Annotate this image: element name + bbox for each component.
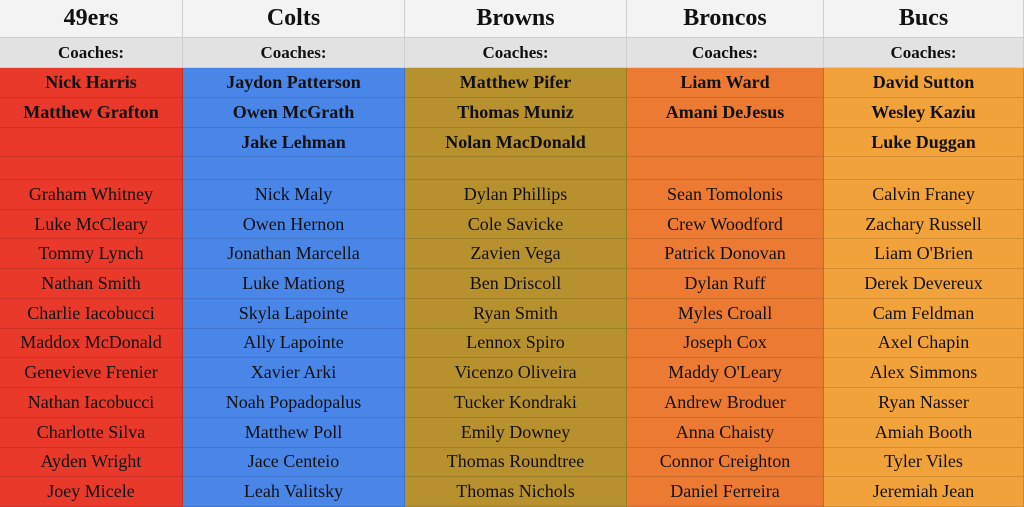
team-header: Broncos xyxy=(627,0,824,38)
player-name: Charlotte Silva xyxy=(0,417,183,448)
player-name: Dylan Phillips xyxy=(405,180,627,210)
player-name: Calvin Franey xyxy=(824,180,1024,210)
coach-name: Nolan MacDonald xyxy=(405,128,627,157)
player-name: Jace Centeio xyxy=(183,447,405,478)
player-name: Thomas Nichols xyxy=(405,477,627,507)
team-header: Colts xyxy=(183,0,405,38)
player-name: Ryan Smith xyxy=(405,298,627,329)
coach-name xyxy=(0,128,183,157)
coaches-label: Coaches: xyxy=(183,38,405,68)
coach-name: Jaydon Patterson xyxy=(183,68,405,98)
player-name: Xavier Arki xyxy=(183,358,405,389)
player-name: Joey Micele xyxy=(0,477,183,507)
player-name: Zavien Vega xyxy=(405,239,627,270)
spacer-cell xyxy=(824,157,1024,180)
player-name: Nathan Iacobucci xyxy=(0,388,183,418)
player-name: Jonathan Marcella xyxy=(183,239,405,270)
player-name: Luke McCleary xyxy=(0,209,183,240)
player-name: Amiah Booth xyxy=(824,417,1024,448)
coach-name: Thomas Muniz xyxy=(405,98,627,128)
player-name: Andrew Broduer xyxy=(627,388,824,418)
coach-name: Liam Ward xyxy=(627,68,824,98)
coach-name xyxy=(627,128,824,157)
player-name: Sean Tomolonis xyxy=(627,180,824,210)
coach-name: Luke Duggan xyxy=(824,128,1024,157)
player-name: Joseph Cox xyxy=(627,328,824,359)
coach-name: Matthew Pifer xyxy=(405,68,627,98)
player-name: Tucker Kondraki xyxy=(405,388,627,418)
coaches-label: Coaches: xyxy=(627,38,824,68)
player-name: Tyler Viles xyxy=(824,447,1024,478)
coaches-label: Coaches: xyxy=(405,38,627,68)
player-name: Daniel Ferreira xyxy=(627,477,824,507)
player-name: Lennox Spiro xyxy=(405,328,627,359)
coaches-label: Coaches: xyxy=(0,38,183,68)
spacer-cell xyxy=(627,157,824,180)
player-name: Jeremiah Jean xyxy=(824,477,1024,507)
coach-name: Jake Lehman xyxy=(183,128,405,157)
spacer-cell xyxy=(183,157,405,180)
player-name: Ben Driscoll xyxy=(405,269,627,299)
player-name: Connor Creighton xyxy=(627,447,824,478)
coaches-label: Coaches: xyxy=(824,38,1024,68)
player-name: Luke Mationg xyxy=(183,269,405,299)
player-name: Maddy O'Leary xyxy=(627,358,824,389)
coach-name: Amani DeJesus xyxy=(627,98,824,128)
player-name: Liam O'Brien xyxy=(824,239,1024,270)
player-name: Emily Downey xyxy=(405,417,627,448)
player-name: Nick Maly xyxy=(183,180,405,210)
player-name: Patrick Donovan xyxy=(627,239,824,270)
player-name: Axel Chapin xyxy=(824,328,1024,359)
spacer-cell xyxy=(405,157,627,180)
player-name: Zachary Russell xyxy=(824,209,1024,240)
player-name: Alex Simmons xyxy=(824,358,1024,389)
team-header: 49ers xyxy=(0,0,183,38)
player-name: Ally Lapointe xyxy=(183,328,405,359)
player-name: Graham Whitney xyxy=(0,180,183,210)
player-name: Skyla Lapointe xyxy=(183,298,405,329)
player-name: Noah Popadopalus xyxy=(183,388,405,418)
coach-name: Matthew Grafton xyxy=(0,98,183,128)
player-name: Ayden Wright xyxy=(0,447,183,478)
player-name: Derek Devereux xyxy=(824,269,1024,299)
player-name: Leah Valitsky xyxy=(183,477,405,507)
player-name: Cam Feldman xyxy=(824,298,1024,329)
player-name: Dylan Ruff xyxy=(627,269,824,299)
coach-name: Nick Harris xyxy=(0,68,183,98)
player-name: Crew Woodford xyxy=(627,209,824,240)
spacer-cell xyxy=(0,157,183,180)
player-name: Nathan Smith xyxy=(0,269,183,299)
coach-name: Owen McGrath xyxy=(183,98,405,128)
coach-name: David Sutton xyxy=(824,68,1024,98)
player-name: Charlie Iacobucci xyxy=(0,298,183,329)
player-name: Maddox McDonald xyxy=(0,328,183,359)
player-name: Tommy Lynch xyxy=(0,239,183,270)
player-name: Genevieve Frenier xyxy=(0,358,183,389)
player-name: Myles Croall xyxy=(627,298,824,329)
player-name: Vicenzo Oliveira xyxy=(405,358,627,389)
team-header: Bucs xyxy=(824,0,1024,38)
coach-name: Wesley Kaziu xyxy=(824,98,1024,128)
player-name: Matthew Poll xyxy=(183,417,405,448)
player-name: Cole Savicke xyxy=(405,209,627,240)
team-header: Browns xyxy=(405,0,627,38)
player-name: Thomas Roundtree xyxy=(405,447,627,478)
player-name: Owen Hernon xyxy=(183,209,405,240)
player-name: Ryan Nasser xyxy=(824,388,1024,418)
player-name: Anna Chaisty xyxy=(627,417,824,448)
